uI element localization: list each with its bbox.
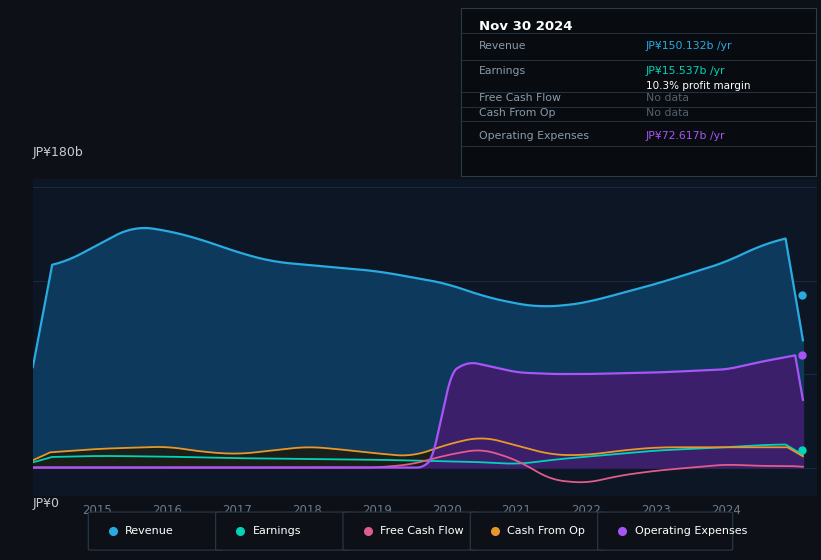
Text: Revenue: Revenue [126,526,174,536]
Text: No data: No data [646,94,689,103]
FancyBboxPatch shape [598,512,732,550]
FancyBboxPatch shape [89,512,223,550]
Text: Earnings: Earnings [479,67,526,76]
Text: Earnings: Earnings [253,526,301,536]
Text: Free Cash Flow: Free Cash Flow [380,526,464,536]
Text: JP¥150.132b /yr: JP¥150.132b /yr [646,41,732,51]
Text: JP¥0: JP¥0 [33,497,60,510]
Text: Free Cash Flow: Free Cash Flow [479,94,561,103]
Text: 10.3% profit margin: 10.3% profit margin [646,81,750,91]
FancyBboxPatch shape [470,512,605,550]
Text: JP¥15.537b /yr: JP¥15.537b /yr [646,67,725,76]
Text: JP¥180b: JP¥180b [33,146,84,158]
Text: Cash From Op: Cash From Op [479,109,556,118]
Text: JP¥72.617b /yr: JP¥72.617b /yr [646,131,725,141]
Text: Nov 30 2024: Nov 30 2024 [479,20,572,33]
Text: Cash From Op: Cash From Op [507,526,585,536]
Text: Operating Expenses: Operating Expenses [479,131,589,141]
FancyBboxPatch shape [343,512,478,550]
Text: Revenue: Revenue [479,41,526,51]
Text: No data: No data [646,109,689,118]
Text: Operating Expenses: Operating Expenses [635,526,747,536]
FancyBboxPatch shape [216,512,351,550]
